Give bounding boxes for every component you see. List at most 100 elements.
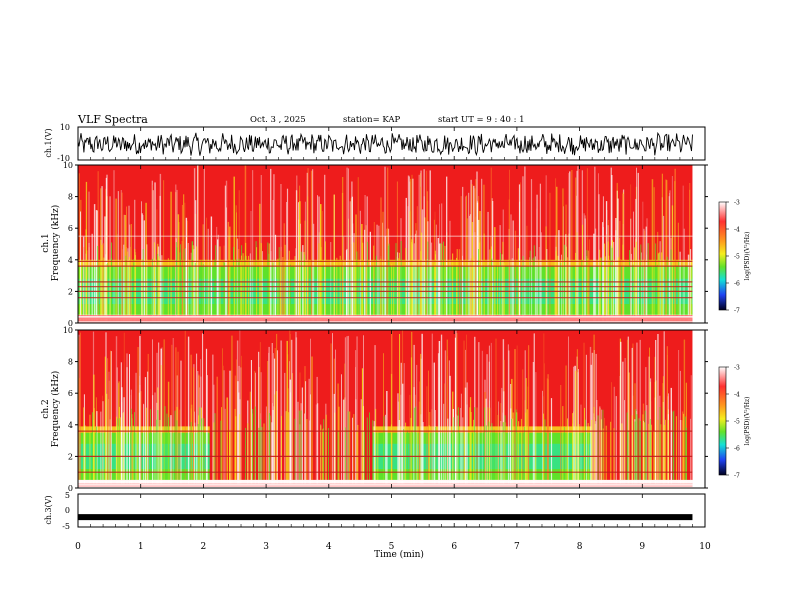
spheric-streak (674, 181, 676, 323)
band-streak (400, 241, 402, 316)
spheric-streak (577, 166, 579, 323)
spheric-streak (146, 244, 148, 323)
spheric-streak (250, 211, 252, 323)
spheric-streak (412, 178, 414, 323)
spheric-streak (139, 335, 141, 488)
colorbar-tick-label: -3 (734, 365, 740, 372)
spheric-streak (356, 336, 358, 488)
band-streak (584, 407, 585, 481)
spheric-streak (487, 211, 489, 323)
spheric-streak (276, 350, 278, 488)
band-streak (208, 261, 210, 316)
spheric-streak (410, 178, 412, 323)
spheric-streak (419, 381, 420, 488)
xtick-label: 8 (577, 542, 583, 552)
band-streak (664, 425, 665, 481)
band-streak (575, 252, 577, 316)
spheric-streak (143, 403, 144, 488)
spheric-streak (594, 166, 596, 323)
spheric-streak (376, 224, 378, 323)
spheric-streak (307, 168, 309, 323)
spheric-streak (144, 377, 147, 488)
band-streak (622, 244, 624, 316)
band-streak (235, 416, 237, 481)
spheric-streak (118, 383, 120, 488)
band-streak (443, 265, 445, 316)
spheric-streak (334, 412, 336, 488)
spheric-streak (216, 376, 218, 488)
spheric-streak (217, 234, 220, 323)
spheric-streak (528, 345, 530, 488)
spheric-streak (661, 173, 663, 323)
spheric-streak (437, 238, 439, 323)
spheric-streak (397, 393, 399, 488)
band-streak (116, 416, 117, 481)
spheric-streak (454, 337, 456, 488)
spheric-streak (335, 349, 336, 488)
band-streak (415, 406, 417, 481)
spheric-streak (560, 385, 562, 488)
spheric-streak (129, 354, 130, 488)
spheric-streak (565, 365, 567, 488)
spheric-streak (137, 347, 139, 488)
spheric-streak (265, 406, 267, 488)
band-streak (267, 242, 269, 316)
band-streak (613, 428, 615, 481)
colorbar-tick-label: -7 (734, 308, 740, 315)
spheric-streak (628, 372, 630, 488)
spheric-streak (180, 360, 182, 488)
spheric-streak (671, 410, 673, 488)
band-streak (233, 247, 234, 316)
spheric-streak (473, 255, 475, 323)
band-streak (325, 414, 327, 481)
band-streak (529, 250, 531, 316)
spheric-streak (594, 228, 597, 323)
ch1-waveform-ylabel: ch.1(V) (44, 128, 53, 157)
spheric-streak (449, 375, 451, 488)
band-streak (245, 255, 247, 316)
band-streak (686, 427, 687, 481)
spheric-streak (583, 213, 585, 323)
spheric-streak (163, 180, 165, 323)
band-streak (627, 430, 629, 481)
band-streak (607, 241, 609, 316)
band-streak (345, 427, 347, 481)
spheric-streak (145, 202, 147, 323)
colorbar-tick-label: -6 (734, 281, 740, 288)
spheric-streak (575, 177, 577, 323)
spheric-streak (158, 342, 160, 488)
band-streak (245, 427, 246, 481)
spheric-streak (544, 363, 545, 488)
band-streak (298, 410, 300, 481)
spheric-streak (280, 340, 282, 488)
spheric-streak (420, 170, 422, 323)
colorbar-tick-label: -4 (734, 227, 740, 234)
spheric-streak (403, 363, 405, 488)
band-streak (377, 430, 379, 481)
band-streak (307, 262, 309, 316)
spheric-streak (438, 341, 441, 488)
band-streak (554, 262, 556, 316)
spheric-streak (273, 406, 275, 488)
spheric-streak (605, 234, 607, 323)
band-streak (560, 262, 562, 316)
band-streak (403, 429, 405, 481)
spheric-streak (154, 392, 156, 488)
band-streak (533, 245, 535, 316)
band-streak (155, 419, 157, 481)
band-streak (130, 408, 132, 481)
band-streak (134, 255, 136, 316)
spheric-streak (616, 182, 618, 323)
band-streak (634, 247, 636, 316)
band-streak (482, 265, 484, 316)
spheric-streak (159, 420, 161, 488)
spheric-streak (522, 176, 524, 323)
spheric-streak (359, 210, 361, 323)
spheric-streak (582, 224, 583, 323)
ch1-waveform-panel: 10 -10 ch.1(V) (44, 123, 706, 163)
spheric-streak (476, 407, 478, 488)
spheric-streak (627, 339, 629, 488)
band-streak (629, 250, 630, 316)
ytick-label: 4 (68, 421, 73, 430)
